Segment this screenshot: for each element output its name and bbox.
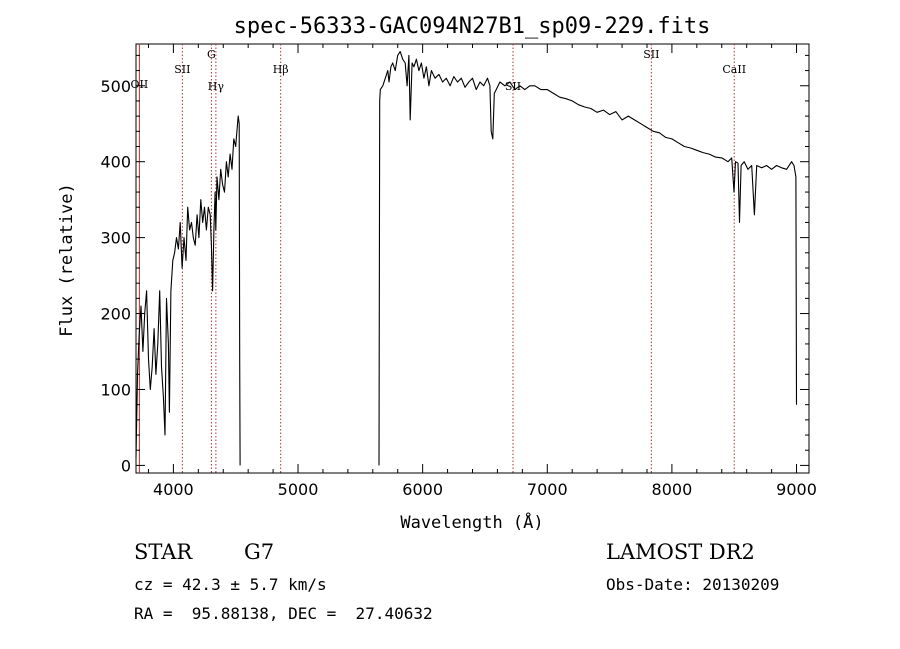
y-tick-label: 100 — [100, 380, 131, 399]
x-tick-label: 4000 — [153, 480, 194, 499]
line-marker-label: SII — [643, 48, 659, 61]
x-tick-label: 5000 — [278, 480, 319, 499]
coordinates-text: RA = 95.88138, DEC = 27.40632 — [134, 604, 433, 623]
survey-label: LAMOST DR2 — [606, 540, 755, 564]
obs-date-text: Obs-Date: 20130209 — [606, 575, 780, 594]
line-marker-label: OII — [131, 78, 149, 91]
spectrum-line — [378, 51, 798, 466]
x-tick-label: 6000 — [402, 480, 443, 499]
class-label: STAR — [134, 540, 193, 564]
redshift-text: cz = 42.3 ± 5.7 km/s — [134, 575, 327, 594]
y-tick-label: 300 — [100, 229, 131, 248]
y-tick-label: 400 — [100, 153, 131, 172]
y-tick-label: 200 — [100, 305, 131, 324]
spectrum-series — [135, 51, 798, 466]
x-axis-label: Wavelength (Å) — [400, 511, 543, 533]
x-tick-label: 9000 — [776, 480, 817, 499]
x-tick-label: 7000 — [527, 480, 568, 499]
spectrum-line — [135, 115, 241, 466]
subclass-label: G7 — [244, 540, 275, 564]
line-marker-label: Hγ — [208, 80, 225, 93]
y-axis-ticks: 0 100 200 300 400 500 — [100, 54, 809, 475]
y-tick-label: 0 — [121, 456, 131, 475]
y-tick-label: 500 — [100, 77, 131, 96]
chart-title: spec-56333-GAC094N27B1_sp09-229.fits — [234, 14, 711, 39]
plot-frame — [135, 43, 810, 474]
line-marker-label: Hβ — [273, 63, 289, 76]
line-marker-label: G — [207, 48, 216, 61]
y-axis-label: Flux (relative) — [57, 183, 77, 337]
x-axis-ticks: 4000 5000 6000 7000 8000 9000 — [147, 44, 817, 499]
x-tick-label: 8000 — [652, 480, 693, 499]
line-marker-label: SII — [174, 63, 190, 76]
line-marker-label: CaII — [722, 63, 746, 76]
